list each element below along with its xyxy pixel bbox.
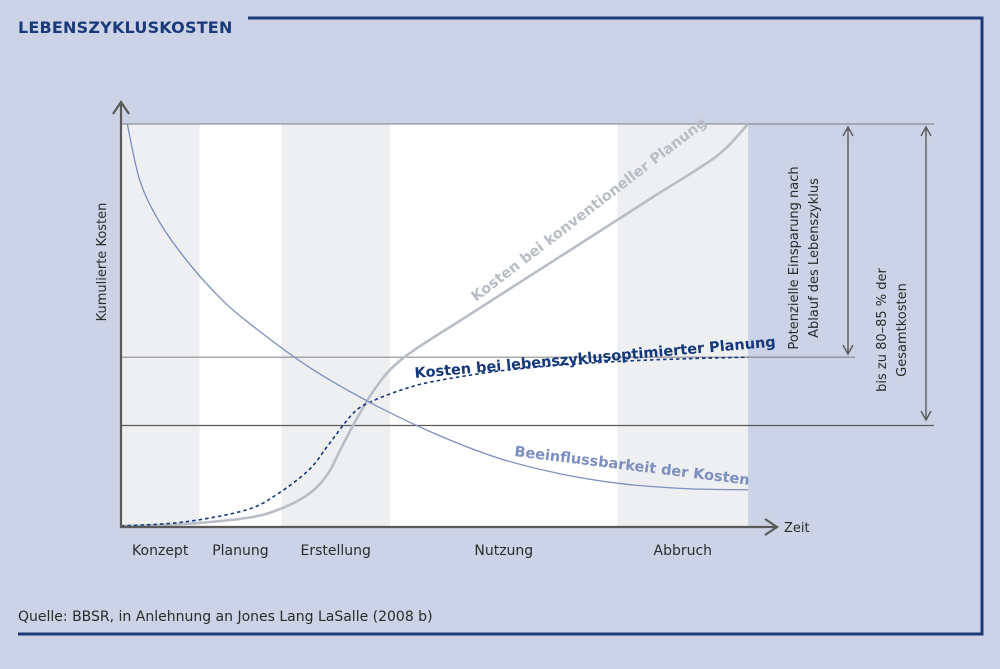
phase-label-erstellung: Erstellung — [301, 543, 371, 559]
chart-frame — [18, 16, 984, 636]
total-text-line-2: Gesamtkosten — [895, 283, 910, 377]
savings-text-line-1: Potenzielle Einsparung nach — [787, 166, 802, 349]
source-note: Quelle: BBSR, in Anlehnung an Jones Lang… — [18, 609, 433, 625]
reference-lines — [121, 123, 934, 427]
chart-title: LEBENSZYKLUSKOSTEN — [18, 18, 233, 37]
phase-band-konzept — [121, 124, 200, 526]
total-text-line-1: bis zu 80–85 % der — [875, 267, 890, 391]
phase-bands — [121, 124, 748, 526]
phase-band-abbruch — [617, 124, 748, 526]
axes — [112, 100, 779, 536]
phase-band-planung — [199, 124, 282, 526]
phase-band-nutzung — [389, 124, 618, 526]
phase-label-konzept: Konzept — [132, 543, 189, 559]
y-axis-label: Kumulierte Kosten — [95, 203, 110, 322]
x-axis-label: Zeit — [784, 521, 810, 536]
y-axis-arrow — [112, 100, 130, 115]
series-line-optimized — [120, 356, 749, 527]
phase-labels: Konzept Planung Erstellung Nutzung Abbruch — [132, 543, 712, 559]
side-annotation-band — [748, 124, 934, 526]
total-annotation: bis zu 80–85 % der Gesamtkosten — [875, 125, 932, 422]
series-curves — [120, 123, 749, 528]
phase-label-planung: Planung — [212, 543, 268, 559]
series-line-conventional — [120, 123, 749, 528]
series-line-influence — [126, 123, 749, 491]
savings-annotation: Potenzielle Einsparung nach Ablauf des L… — [787, 125, 854, 356]
phase-label-abbruch: Abbruch — [654, 543, 713, 559]
phase-band-erstellung — [281, 124, 390, 526]
x-axis-arrow — [764, 518, 779, 536]
savings-text-line-2: Ablauf des Lebenszyklus — [807, 178, 822, 338]
phase-label-nutzung: Nutzung — [474, 543, 533, 559]
